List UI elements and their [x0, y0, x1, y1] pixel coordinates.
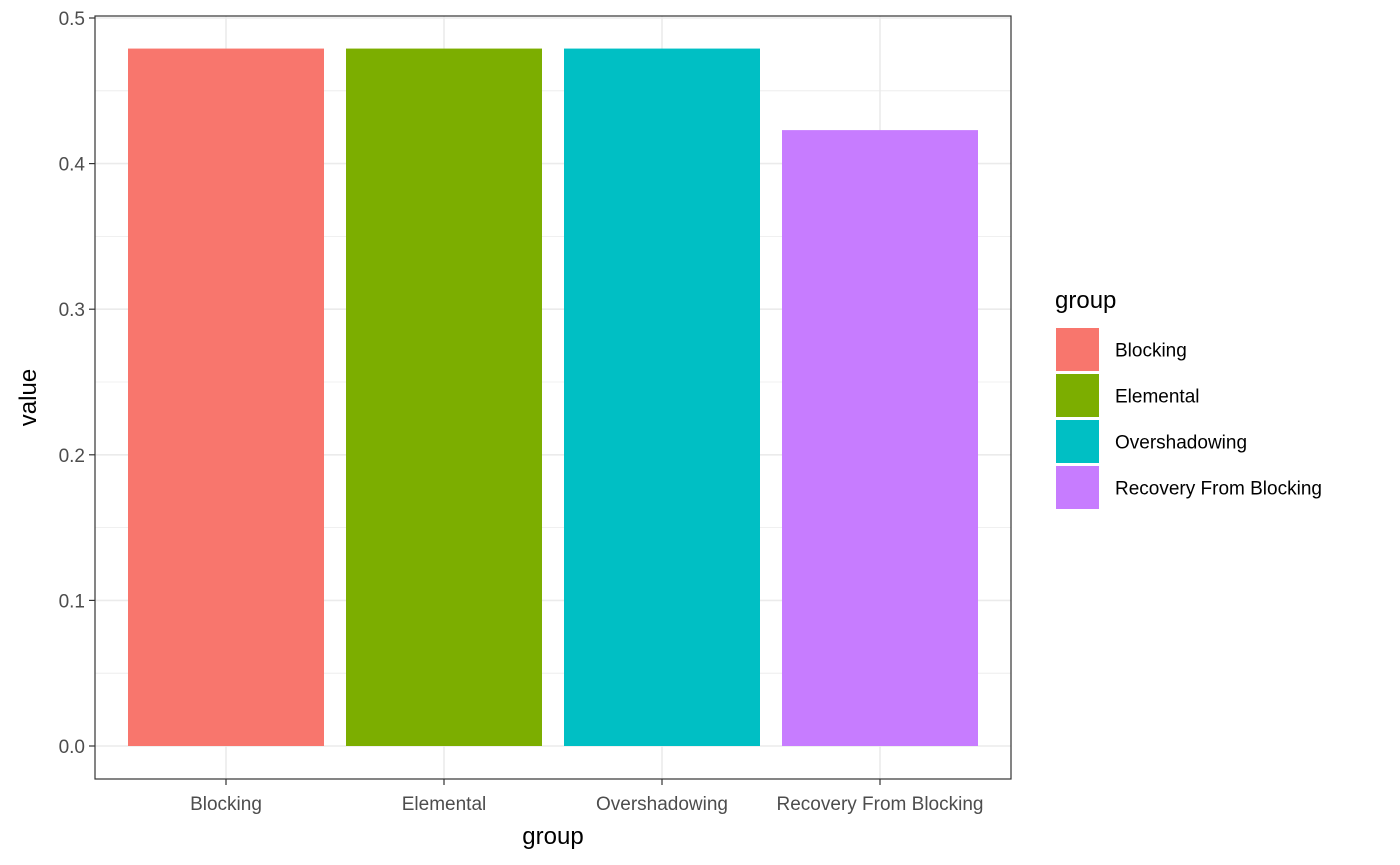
y-tick-label: 0.0	[59, 737, 85, 758]
bar-overshadowing	[564, 48, 760, 747]
x-tick-label: Overshadowing	[596, 794, 728, 815]
bar-elemental	[346, 48, 542, 747]
x-tick-label: Blocking	[190, 794, 262, 815]
legend-key	[1056, 420, 1099, 463]
legend-key	[1056, 374, 1099, 417]
x-tick-label: Recovery From Blocking	[777, 794, 984, 815]
bar-recovery-from-blocking	[782, 130, 978, 746]
y-axis-title: value	[15, 369, 42, 426]
y-tick-label: 0.4	[59, 155, 86, 176]
legend-title: group	[1055, 287, 1116, 314]
legend-label: Overshadowing	[1115, 433, 1247, 454]
legend-label: Recovery From Blocking	[1115, 479, 1322, 500]
x-tick-label: Elemental	[402, 794, 487, 815]
legend-label: Elemental	[1115, 387, 1200, 408]
y-tick-label: 0.3	[59, 300, 85, 321]
y-axis: 0.0 0.1 0.2 0.3 0.4 0.5	[59, 9, 95, 758]
legend-key	[1056, 466, 1099, 509]
legend: group Blocking Elemental Overshadowing Reco…	[1055, 287, 1322, 509]
panel-border	[94, 15, 1012, 780]
y-tick-label: 0.2	[59, 446, 85, 467]
y-tick-label: 0.5	[59, 9, 85, 30]
bars	[128, 48, 978, 747]
x-axis-title: group	[522, 823, 583, 850]
legend-key	[1056, 328, 1099, 371]
y-tick-label: 0.1	[59, 591, 85, 612]
legend-label: Blocking	[1115, 341, 1187, 362]
x-axis: Blocking Elemental Overshadowing Recovery F…	[190, 779, 983, 815]
bar-blocking	[128, 48, 324, 747]
